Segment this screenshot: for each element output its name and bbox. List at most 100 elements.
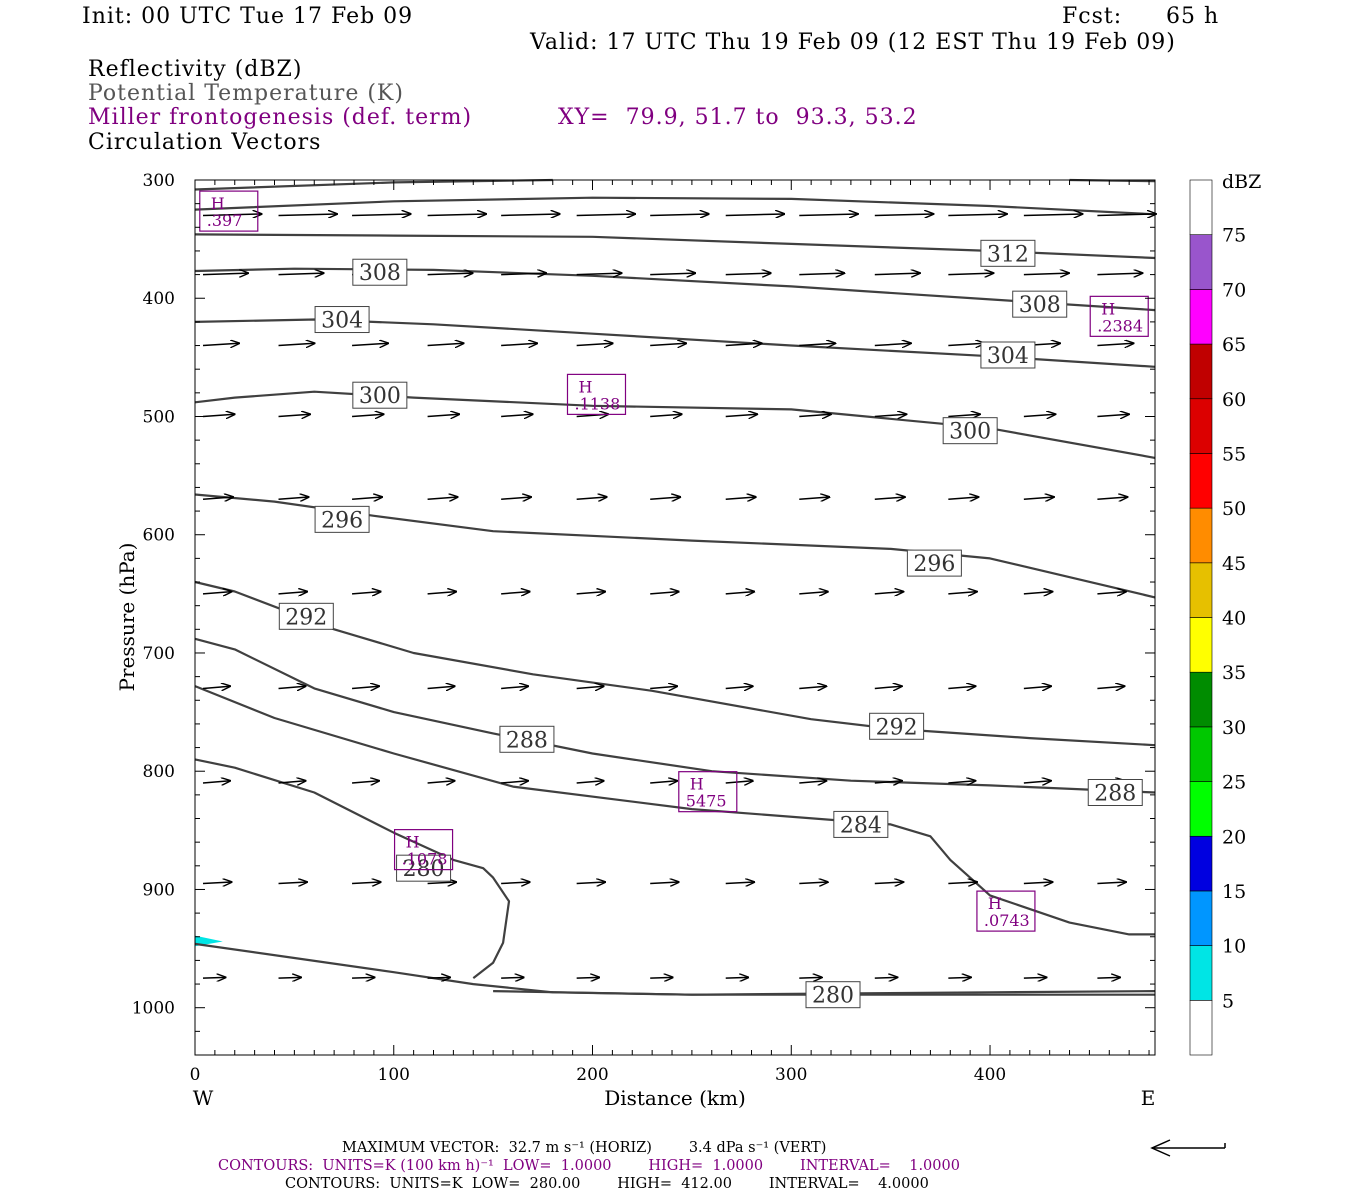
theta-label: 304 — [321, 309, 363, 334]
colorbar-cell — [1189, 343, 1213, 400]
theta-label: 300 — [949, 420, 991, 445]
circulation-vector — [799, 977, 822, 978]
circulation-vector — [427, 882, 457, 884]
circulation-vector — [278, 214, 338, 216]
circulation-vector — [278, 977, 302, 978]
circulation-vector — [650, 882, 679, 884]
circulation-vector — [278, 273, 324, 275]
circulation-vector — [725, 497, 756, 499]
theta-label: 288 — [1094, 782, 1136, 807]
circulation-vector — [576, 592, 606, 594]
colorbar-label: 25 — [1222, 772, 1246, 794]
theta-contour-284 — [194, 758, 511, 979]
legend-reflectivity: Reflectivity (dBZ) — [88, 57, 303, 82]
circulation-vector — [427, 343, 464, 345]
circulation-vector — [576, 273, 622, 275]
frontogenesis-max-box — [393, 829, 454, 871]
colorbar-label: 65 — [1222, 334, 1246, 356]
theta-label-box — [1087, 779, 1143, 806]
circulation-vector — [725, 686, 753, 688]
circulation-vector — [427, 781, 455, 783]
circulation-vector — [1097, 497, 1127, 499]
circulation-vector — [948, 414, 980, 416]
circulation-vector — [1097, 882, 1126, 884]
colorbar-label: 40 — [1222, 608, 1246, 630]
circulation-vector — [874, 592, 904, 594]
circulation-vector — [1097, 977, 1120, 978]
circulation-vector — [202, 273, 248, 275]
circulation-vector — [799, 686, 826, 688]
colorbar-cell — [1189, 945, 1213, 1001]
circulation-vector — [874, 214, 934, 216]
colorbar-cell — [1189, 781, 1213, 837]
circulation-vector — [948, 273, 993, 275]
circulation-vector — [576, 214, 636, 216]
circulation-vector — [799, 882, 828, 884]
y-tick-label: 500 — [143, 407, 175, 427]
legend-frontogenesis: Miller frontogenesis (def. term) — [88, 105, 473, 130]
circulation-vector — [725, 592, 755, 594]
theta-label-box — [278, 602, 334, 630]
circulation-vector — [352, 686, 379, 688]
theta-label-box — [352, 258, 408, 286]
frontogenesis-max-value: .0743 — [984, 911, 1030, 930]
circulation-vector — [576, 781, 604, 783]
theta-label-box — [942, 417, 998, 445]
circulation-vector — [352, 592, 381, 594]
circulation-vector — [1023, 592, 1052, 594]
theta-label-box — [314, 306, 370, 334]
circulation-vector — [202, 592, 232, 594]
theta-contour-308 — [194, 267, 1156, 312]
circulation-vector — [202, 214, 262, 216]
y-axis-label: Pressure (hPa) — [115, 543, 139, 692]
circulation-vector — [650, 497, 680, 499]
colorbar-label: 5 — [1222, 990, 1234, 1012]
frontogenesis-max-value: .1138 — [574, 394, 620, 413]
x-tick-label: 200 — [576, 1065, 608, 1085]
circulation-vector — [650, 592, 679, 594]
circulation-vector — [1097, 414, 1129, 416]
circulation-vector — [725, 781, 753, 783]
y-tick-label: 300 — [143, 171, 175, 191]
circulation-vector — [650, 214, 709, 216]
circulation-vector — [202, 414, 235, 416]
theta-label: 312 — [987, 242, 1029, 267]
circulation-vector — [874, 273, 920, 275]
circulation-vector — [725, 214, 785, 216]
circulation-vector — [725, 977, 749, 978]
theta-label-box — [980, 239, 1036, 267]
theta-label-box — [1012, 290, 1068, 318]
circulation-vector — [501, 592, 530, 594]
y-tick-label: 400 — [143, 289, 175, 309]
frontogenesis-max-letter: H — [1101, 299, 1115, 318]
y-tick-label: 1000 — [132, 999, 175, 1019]
circulation-vector — [278, 343, 315, 345]
circulation-vector — [1023, 214, 1082, 216]
theta-label-box — [869, 712, 925, 740]
circulation-vector — [874, 882, 904, 884]
circulation-vector — [948, 214, 1007, 216]
circulation-vector — [650, 686, 677, 688]
frontogenesis-max-box — [1089, 295, 1149, 337]
theta-label: 292 — [285, 605, 327, 630]
circulation-vector — [799, 214, 858, 216]
circulation-vector — [1023, 273, 1069, 275]
circulation-vector — [874, 497, 905, 499]
max-vector-info: MAXIMUM VECTOR: 32.7 m s⁻¹ (HORIZ) 3.4 d… — [342, 1140, 827, 1156]
circulation-vector — [650, 273, 695, 275]
circulation-vector — [948, 781, 975, 783]
circulation-vector — [501, 497, 531, 499]
theta-label-box — [805, 981, 861, 1009]
colorbar-label: 35 — [1222, 662, 1246, 684]
circulation-vector — [948, 686, 975, 688]
circulation-vector — [427, 977, 451, 978]
circulation-vector — [799, 781, 826, 783]
theta-contour-unlabeled — [194, 196, 1156, 216]
circulation-vector — [874, 686, 902, 688]
colorbar-cell — [1189, 617, 1213, 673]
frontogenesis-max-box — [678, 771, 738, 813]
colorbar-cell — [1189, 835, 1213, 892]
east-label: E — [1141, 1086, 1156, 1110]
circulation-vector — [874, 414, 907, 416]
y-tick-label: 700 — [143, 644, 175, 664]
